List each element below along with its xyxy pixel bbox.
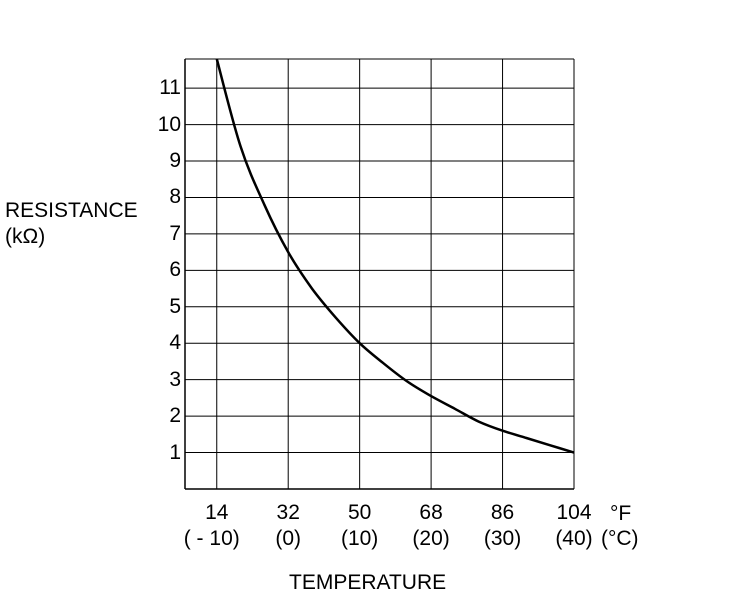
y-tick-label: 3	[169, 367, 181, 391]
y-axis-label-line2: (kΩ)	[5, 225, 46, 248]
y-tick-label: 11	[159, 76, 181, 100]
y-axis-label-line1: RESISTANCE	[5, 199, 138, 222]
y-tick-label: 8	[169, 185, 181, 209]
x-unit-fahrenheit: °F	[610, 502, 632, 525]
grid	[185, 59, 575, 489]
x-axis-label: TEMPERATURE	[289, 571, 447, 594]
x-tick-label-celsius: (20)	[412, 527, 450, 550]
y-tick-label: 1	[169, 440, 181, 464]
x-tick-label-fahrenheit: 50	[347, 501, 372, 524]
x-tick-label-celsius: (30)	[483, 527, 522, 550]
resistance-curve	[215, 58, 575, 454]
y-tick-label: 10	[157, 112, 181, 136]
x-tick-label-celsius: (0)	[275, 527, 302, 550]
y-tick-label: 4	[169, 331, 181, 355]
y-tick-label: 2	[169, 404, 181, 428]
x-unit-celsius: (°C)	[601, 527, 639, 550]
axes	[184, 58, 575, 490]
x-tick-label-fahrenheit: 32	[276, 501, 300, 524]
x-tick-label-fahrenheit: 86	[490, 501, 515, 524]
x-tick-label-fahrenheit: 68	[419, 501, 443, 524]
x-tick-label-celsius: (10)	[340, 527, 379, 550]
y-tick-label: 9	[169, 149, 181, 173]
y-tick-label: 7	[169, 221, 181, 245]
x-tick-label-fahrenheit: 14	[205, 501, 229, 524]
y-tick-label: 6	[169, 258, 181, 282]
x-tick-label-celsius: ( - 10)	[183, 527, 240, 550]
x-tick-label-celsius: (40)	[555, 527, 593, 550]
x-tick-label-fahrenheit: 104	[556, 501, 592, 524]
y-tick-label: 5	[169, 294, 181, 318]
